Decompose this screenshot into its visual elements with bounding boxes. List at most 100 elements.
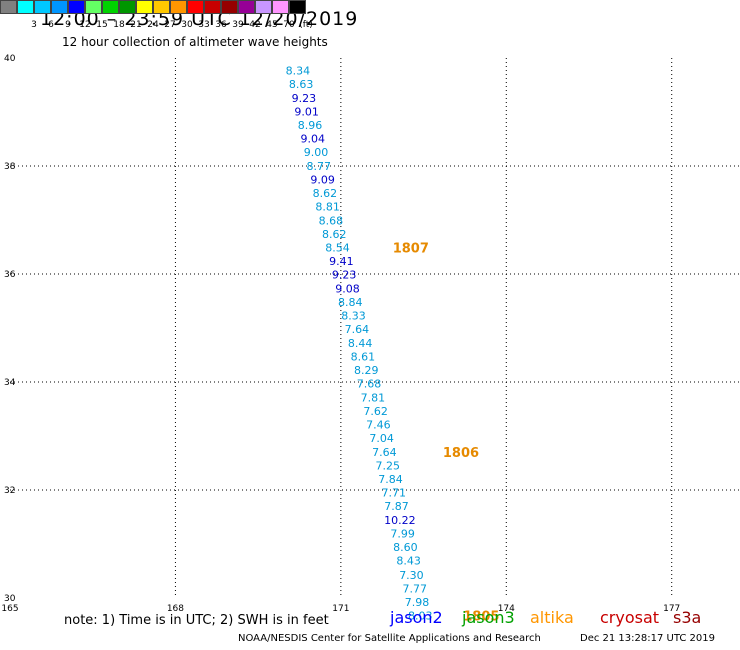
wave-height-label: 8.03 bbox=[408, 609, 433, 622]
wave-height-label: 8.44 bbox=[348, 337, 373, 350]
wave-height-label: 9.01 bbox=[294, 105, 319, 118]
wave-height-label: 7.81 bbox=[361, 392, 386, 405]
wave-height-label: 7.68 bbox=[357, 378, 382, 391]
wave-height-label: 9.41 bbox=[329, 255, 354, 268]
wave-height-label: 7.77 bbox=[402, 582, 427, 595]
satellite-jason3: jason3 bbox=[462, 608, 515, 627]
satellite-s3a: s3a bbox=[673, 608, 702, 627]
legend-swatch bbox=[136, 0, 153, 14]
wave-height-label: 9.08 bbox=[335, 283, 360, 296]
wave-height-label: 8.84 bbox=[338, 296, 363, 309]
wave-height-label: 8.62 bbox=[313, 187, 338, 200]
legend-swatch bbox=[170, 0, 187, 14]
legend-swatch bbox=[85, 0, 102, 14]
legend-scale-label: 27 bbox=[164, 20, 176, 30]
wave-height-label: 8.81 bbox=[315, 201, 340, 214]
legend-scale-label: 18 bbox=[113, 20, 125, 30]
legend-scale-label: 15 bbox=[96, 20, 108, 30]
wave-height-label: 8.33 bbox=[341, 310, 366, 323]
wave-height-label: 8.29 bbox=[354, 364, 379, 377]
legend-swatch bbox=[102, 0, 119, 14]
footer-note: note: 1) Time is in UTC; 2) SWH is in fe… bbox=[64, 613, 329, 628]
wave-height-label: 7.25 bbox=[375, 460, 400, 473]
longitude-label: 174 bbox=[498, 604, 515, 614]
legend-swatch bbox=[255, 0, 272, 14]
wave-height-label: 9.23 bbox=[332, 269, 357, 282]
wave-height-label: 7.30 bbox=[399, 569, 424, 582]
wave-height-label: 7.64 bbox=[372, 446, 397, 459]
legend-scale-label: 36 bbox=[215, 20, 227, 30]
legend-swatch bbox=[119, 0, 136, 14]
legend-swatch bbox=[204, 0, 221, 14]
wave-height-label: 7.71 bbox=[382, 487, 407, 500]
legend-swatch bbox=[51, 0, 68, 14]
legend-scale-label: 70 bbox=[283, 20, 295, 30]
longitude-label: 168 bbox=[167, 604, 184, 614]
wave-height-label: 9.23 bbox=[292, 92, 317, 105]
legend-swatch bbox=[221, 0, 238, 14]
wave-height-label: 8.96 bbox=[298, 119, 323, 132]
longitude-label: 171 bbox=[332, 604, 349, 614]
legend-scale-label: 21 bbox=[130, 20, 142, 30]
latitude-label: 38 bbox=[4, 162, 16, 172]
wave-height-label: 8.63 bbox=[289, 78, 314, 91]
satellite-jason2: jason2 bbox=[390, 608, 443, 627]
legend-swatch bbox=[0, 0, 17, 14]
legend-scale-label: 42 bbox=[249, 20, 261, 30]
legend-swatch bbox=[187, 0, 204, 14]
legend-swatch bbox=[272, 0, 289, 14]
latitude-label: 36 bbox=[4, 270, 16, 280]
time-label: 1806 bbox=[443, 446, 479, 461]
legend-swatch bbox=[34, 0, 51, 14]
latitude-label: 40 bbox=[4, 54, 16, 64]
legend-scale-label: 24 bbox=[147, 20, 159, 30]
legend-swatch bbox=[238, 0, 255, 14]
latitude-label: 32 bbox=[4, 486, 15, 496]
wave-height-label: 8.60 bbox=[393, 541, 418, 554]
legend-scale-label: 30 bbox=[181, 20, 193, 30]
time-label: 1805 bbox=[463, 609, 499, 624]
legend-swatch bbox=[289, 0, 306, 14]
timestamp-text: Dec 21 13:28:17 UTC 2019 bbox=[580, 633, 715, 644]
page-subtitle: 12 hour collection of altimeter wave hei… bbox=[62, 35, 328, 49]
wave-height-label: 7.04 bbox=[369, 432, 394, 445]
wave-height-label: 9.00 bbox=[304, 146, 329, 159]
wave-height-label: 7.46 bbox=[366, 419, 391, 432]
wave-height-label: 8.54 bbox=[325, 242, 350, 255]
latitude-label: 30 bbox=[4, 594, 16, 604]
legend-swatch bbox=[153, 0, 170, 14]
wave-height-label: 9.09 bbox=[310, 174, 335, 187]
wave-height-label: 8.34 bbox=[286, 64, 311, 77]
wave-height-label: 7.64 bbox=[345, 323, 370, 336]
legend-scale-label: 6 bbox=[48, 20, 54, 30]
legend-scale-label: 12 bbox=[79, 20, 91, 30]
wave-height-label: 8.77 bbox=[307, 160, 332, 173]
wave-height-label: 7.98 bbox=[405, 596, 430, 609]
wave-height-label: 7.87 bbox=[384, 500, 409, 513]
legend-swatch bbox=[68, 0, 85, 14]
time-label: 1807 bbox=[393, 242, 429, 257]
longitude-label: 177 bbox=[663, 604, 680, 614]
wave-height-label: 8.62 bbox=[322, 228, 347, 241]
wave-height-label: 8.68 bbox=[319, 215, 344, 228]
legend-scale-label: 9 bbox=[65, 20, 71, 30]
wave-height-label: 10.22 bbox=[384, 514, 416, 527]
wave-height-label: 7.62 bbox=[363, 405, 388, 418]
satellite-altika: altika bbox=[530, 608, 574, 627]
legend-scale-label: 39 bbox=[232, 20, 244, 30]
wave-height-label: 9.04 bbox=[300, 132, 325, 145]
satellite-cryosat: cryosat bbox=[600, 608, 660, 627]
legend-scale-label: 45 bbox=[266, 20, 278, 30]
wave-height-label: 7.99 bbox=[390, 528, 415, 541]
legend-scale-label: 33 bbox=[198, 20, 210, 30]
wave-height-label: 8.43 bbox=[396, 555, 421, 568]
latitude-label: 34 bbox=[4, 378, 16, 388]
legend-scale-label: 3 bbox=[31, 20, 37, 30]
credit-text: NOAA/NESDIS Center for Satellite Applica… bbox=[238, 633, 541, 644]
longitude-label: 165 bbox=[1, 604, 18, 614]
legend-unit: (ft) bbox=[299, 20, 313, 30]
legend-swatch bbox=[17, 0, 34, 14]
wave-height-label: 7.84 bbox=[378, 473, 403, 486]
wave-height-label: 8.61 bbox=[351, 351, 376, 364]
